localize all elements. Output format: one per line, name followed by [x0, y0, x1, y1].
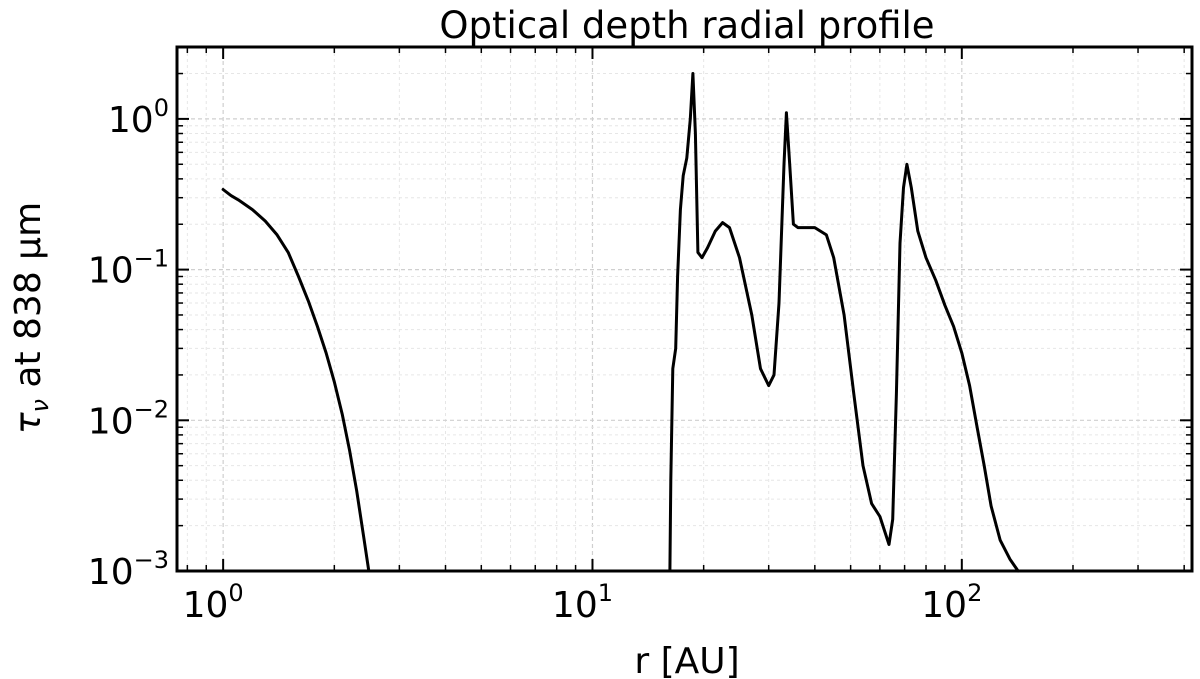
y-tick-label-exponent: 0: [154, 94, 169, 122]
y-tick-label-base: 10: [88, 401, 134, 442]
x-tick-label-base: 10: [183, 585, 229, 626]
x-axis-label: r [AU]: [634, 641, 739, 679]
x-tick-label-exponent: 0: [228, 579, 243, 607]
x-tick-label: 101: [552, 579, 613, 626]
y-axis-label: τν at 838 μm: [8, 202, 54, 434]
x-tick-label: 100: [183, 579, 244, 626]
y-tick-label-base: 10: [88, 552, 134, 593]
y-tick-label: 10−2: [88, 395, 169, 442]
y-tick-label-exponent: −2: [134, 395, 169, 423]
y-tick-label-exponent: −3: [134, 546, 169, 574]
chart-series: [221, 72, 1020, 573]
plot-frame: [175, 45, 1194, 573]
x-tick-label-exponent: 2: [967, 579, 982, 607]
series-line: [221, 188, 371, 573]
chart-grid: [177, 46, 1192, 572]
x-tick-label: 102: [921, 579, 982, 626]
y-tick-label: 10−3: [88, 546, 169, 593]
y-axis-label-rest: at 838 μm: [8, 202, 49, 399]
chart-title: Optical depth radial profile: [439, 4, 934, 47]
y-tick-label-base: 10: [108, 100, 154, 141]
y-tick-label: 100: [108, 94, 169, 141]
x-tick-label-base: 10: [921, 585, 967, 626]
y-axis-label-symbol: τ: [8, 412, 49, 434]
y-tick-label-exponent: −1: [134, 245, 169, 273]
x-tick-label-base: 10: [552, 585, 598, 626]
y-tick-label-base: 10: [88, 251, 134, 292]
y-tick-label: 10−1: [88, 245, 169, 292]
y-axis-label-subscript: ν: [26, 399, 54, 412]
series-line: [668, 72, 1020, 573]
x-tick-label-exponent: 1: [598, 579, 613, 607]
